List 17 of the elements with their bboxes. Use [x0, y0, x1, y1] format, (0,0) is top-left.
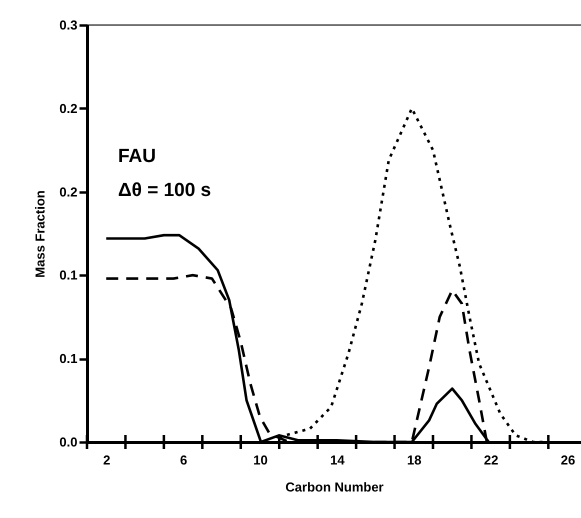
x-tick-label: 10 [253, 452, 268, 468]
y-tick-label: 0.1 [59, 268, 78, 283]
annotation: Δθ = 100 s [118, 180, 212, 201]
x-tick-label: 6 [180, 452, 188, 468]
x-tick-label: 26 [560, 452, 576, 468]
y-axis-title: Mass Fraction [32, 190, 48, 278]
x-tick-label: 18 [407, 452, 422, 468]
y-tick-label: 0.0 [59, 434, 78, 450]
x-tick-label: 14 [330, 452, 346, 468]
x-axis-title: Carbon Number [285, 480, 384, 494]
y-tick-label: 0.1 [59, 351, 78, 366]
annotation: FAU [118, 146, 156, 167]
y-tick-label: 0.2 [59, 100, 78, 116]
y-tick-label: 0.3 [59, 18, 78, 32]
x-tick-label: 22 [484, 452, 498, 468]
x-tick-label: 2 [103, 452, 110, 468]
y-tick-label: 0.2 [59, 184, 78, 200]
